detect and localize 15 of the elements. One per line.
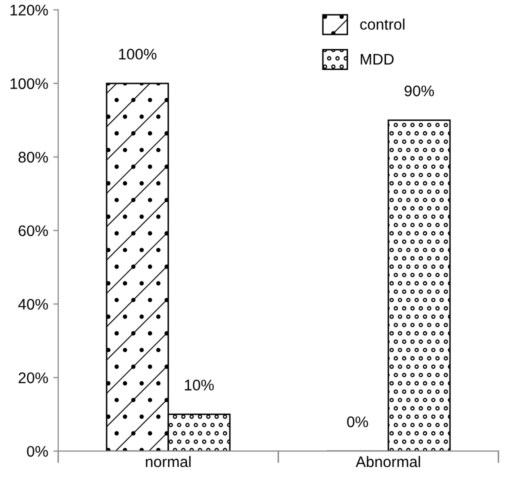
y-tick-label: 40% bbox=[18, 298, 48, 310]
y-tick-label: 120% bbox=[10, 4, 48, 16]
data-label: 10% bbox=[184, 380, 214, 390]
data-label: 0% bbox=[347, 416, 368, 428]
legend-label: control bbox=[360, 18, 404, 30]
y-tick-label: 20% bbox=[18, 372, 48, 384]
x-tick-label: normal bbox=[146, 456, 191, 468]
y-tick-label: 100% bbox=[10, 78, 48, 90]
data-label: 90% bbox=[404, 85, 434, 96]
x-tick-label: Abnormal bbox=[356, 456, 420, 468]
legend-label: MDD bbox=[360, 54, 394, 65]
data-label: 100% bbox=[119, 48, 156, 60]
y-tick-label: 60% bbox=[18, 225, 48, 236]
y-tick-label: 0% bbox=[26, 446, 48, 457]
y-tick-label: 80% bbox=[18, 152, 48, 163]
